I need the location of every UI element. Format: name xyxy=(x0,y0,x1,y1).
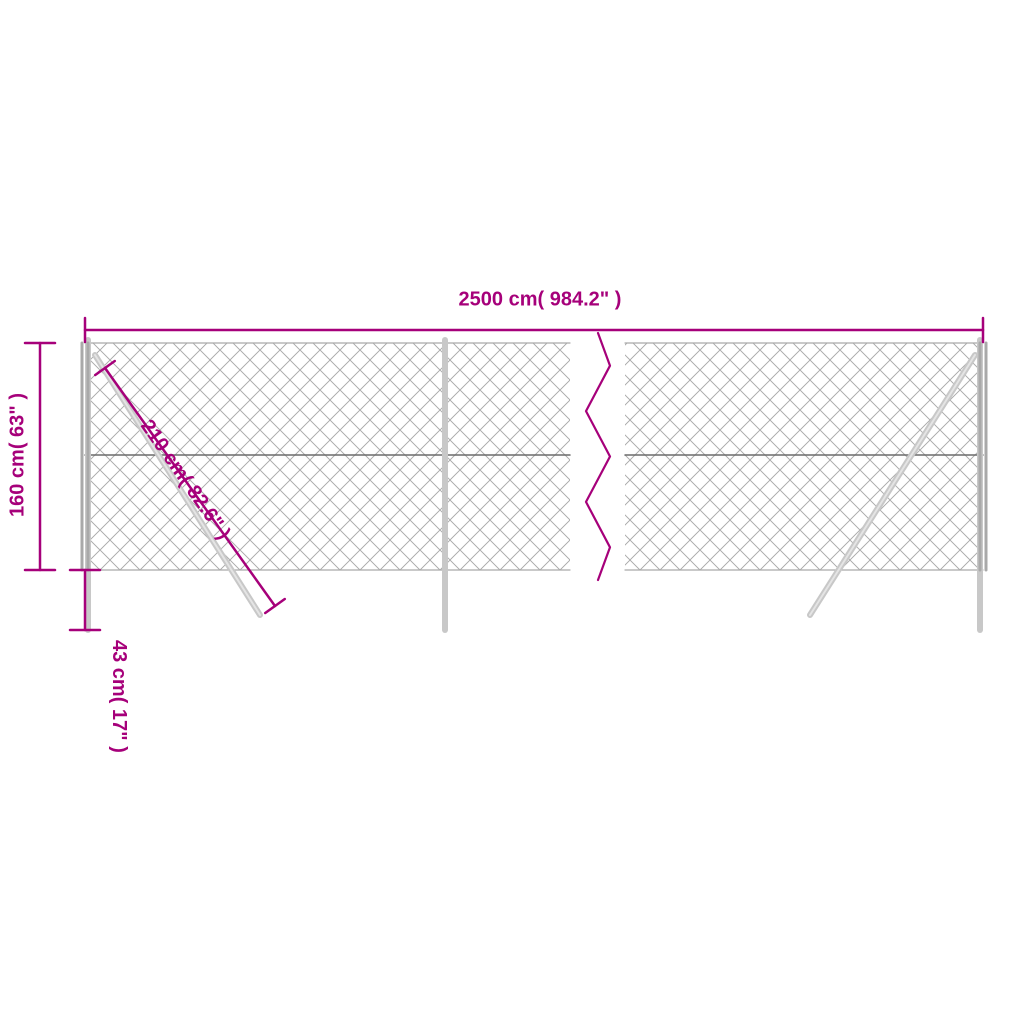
dim-height-label: 160 cm( 63" ) xyxy=(7,393,30,517)
fence-mesh-right xyxy=(625,343,983,570)
break-mark xyxy=(586,333,610,580)
dim-leg-label: 43 cm( 17" ) xyxy=(107,640,130,753)
dim-top-label: 2500 cm( 984.2" ) xyxy=(459,289,622,312)
diagram-stage: 2500 cm( 984.2" ) 160 cm( 63" ) 210 cm( … xyxy=(0,0,1024,1024)
diagram-svg xyxy=(0,0,1024,1024)
